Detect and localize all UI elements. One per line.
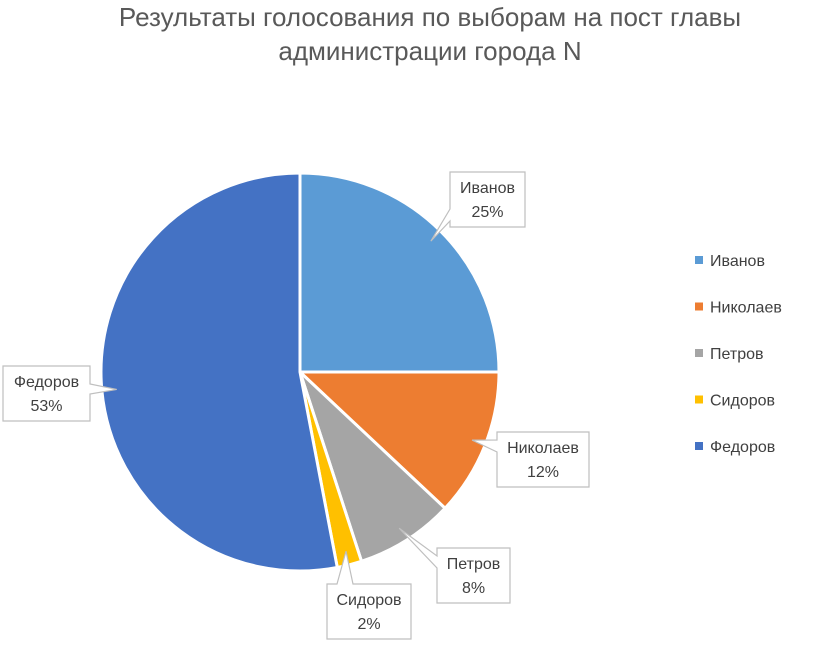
chart-title: Результаты голосования по выборам на пос… <box>119 2 741 66</box>
legend-label: Николаев <box>710 300 782 317</box>
legend-swatch <box>695 442 703 450</box>
data-label-category: Николаев <box>507 440 579 457</box>
legend-item-4: Сидоров <box>695 393 775 410</box>
legend: Иванов Николаев Петров Сидоров Федоров <box>695 253 782 456</box>
data-label-box <box>2 365 117 422</box>
legend-label: Петров <box>710 346 764 363</box>
data-label-5: Федоров 53% <box>2 365 117 422</box>
chart-title-line-1: Результаты голосования по выборам на пос… <box>119 2 741 32</box>
data-label-category: Иванов <box>460 180 515 197</box>
data-label-value: 25% <box>471 204 503 221</box>
legend-swatch <box>695 395 703 404</box>
legend-item-2: Николаев <box>695 300 782 317</box>
pie-slice-3 <box>298 370 447 563</box>
data-label-1: Иванов 25% <box>430 171 526 242</box>
data-label-2: Николаев 12% <box>471 431 590 488</box>
data-label-value: 53% <box>30 398 62 415</box>
data-label-box <box>398 527 511 604</box>
data-label-category: Федоров <box>14 374 79 391</box>
data-label-value: 8% <box>462 580 485 597</box>
data-label-box <box>326 551 412 640</box>
data-label-value: 12% <box>527 464 559 481</box>
chart-title-line-2: администрации города N <box>278 36 581 66</box>
legend-label: Сидоров <box>710 393 775 410</box>
legend-swatch <box>695 302 703 311</box>
data-label-box <box>471 431 590 488</box>
data-label-category: Сидоров <box>336 592 401 609</box>
data-label-4: Сидоров 2% <box>326 551 412 640</box>
legend-label: Иванов <box>710 253 765 270</box>
legend-item-5: Федоров <box>695 439 775 456</box>
legend-label: Федоров <box>710 439 775 456</box>
legend-swatch <box>695 349 703 357</box>
pie-slices <box>99 171 501 573</box>
data-label-3: Петров 8% <box>398 527 511 604</box>
legend-swatch <box>695 256 703 264</box>
data-label-category: Петров <box>447 556 501 573</box>
legend-item-3: Петров <box>695 346 764 363</box>
data-labels: Иванов 25% Николаев 12% Петров 8% Сидоров 2% Фед… <box>2 171 590 640</box>
data-label-box <box>430 171 526 242</box>
legend-item-1: Иванов <box>695 253 765 270</box>
data-label-value: 2% <box>357 616 380 633</box>
